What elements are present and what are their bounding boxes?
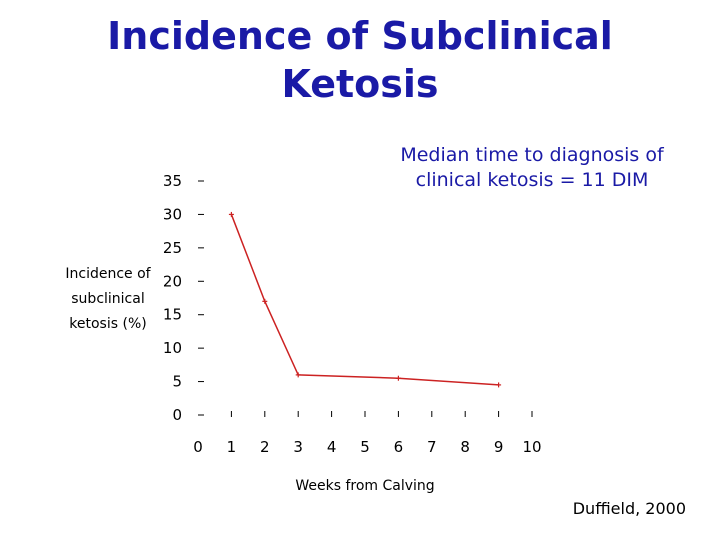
x-tick-label: 2	[260, 438, 270, 456]
x-tick-label: 9	[494, 438, 504, 456]
y-axis-title-line-1: Incidence of	[65, 266, 151, 282]
y-axis-title-line-2: subclinical	[71, 291, 145, 307]
x-tick-label: 0	[193, 438, 203, 456]
slide-title-line-1: Incidence of Subclinical	[107, 14, 613, 58]
y-tick-label: 35	[163, 172, 182, 190]
x-tick-label: 7	[427, 438, 437, 456]
y-tick-label: 30	[163, 205, 182, 223]
slide-title: Incidence of Subclinical Ketosis	[60, 12, 660, 108]
y-axis-title: Incidence of subclinical ketosis (%)	[52, 262, 164, 337]
annotation-line-1: Median time to diagnosis of	[400, 144, 664, 166]
series-line	[230, 214, 499, 386]
annotation-line-2: clinical ketosis = 11 DIM	[415, 169, 649, 191]
y-tick-label: 10	[163, 339, 182, 357]
x-tick-label: 6	[394, 438, 404, 456]
x-tick-label: 5	[360, 438, 370, 456]
x-tick-label: 3	[293, 438, 303, 456]
y-tick-label: 5	[172, 373, 182, 391]
x-axis-title: Weeks from Calving	[295, 478, 435, 494]
y-tick-label: 25	[163, 239, 182, 257]
x-tick-label: 1	[227, 438, 237, 456]
y-tick-label: 20	[163, 272, 182, 290]
x-tick-label: 4	[327, 438, 337, 456]
source-citation: Duffield, 2000	[572, 499, 686, 518]
y-axis-title-line-3: ketosis (%)	[69, 316, 147, 332]
slide-title-line-2: Ketosis	[281, 62, 439, 106]
y-tick-label: 15	[163, 306, 182, 324]
x-tick-label: 8	[460, 438, 470, 456]
x-tick-label: 10	[522, 438, 541, 456]
median-time-annotation: Median time to diagnosis of clinical ket…	[372, 143, 692, 193]
y-tick-label: 0	[172, 406, 182, 424]
